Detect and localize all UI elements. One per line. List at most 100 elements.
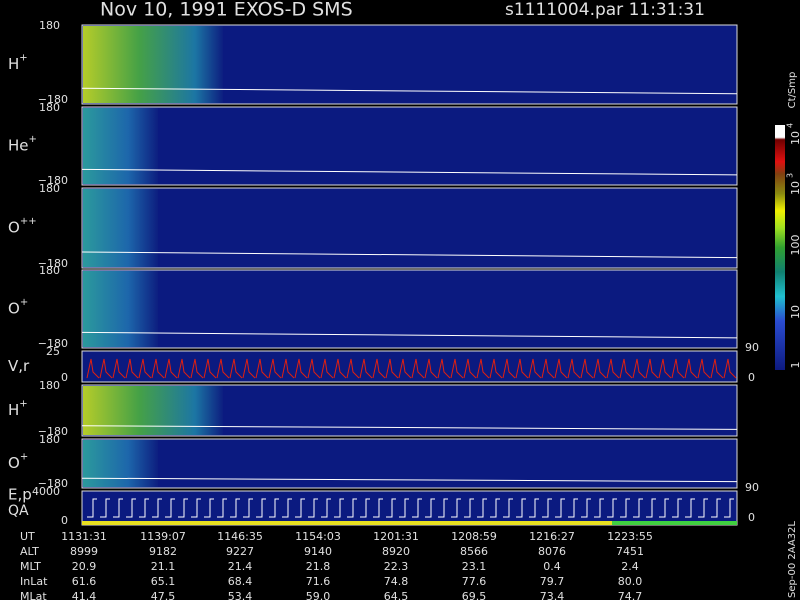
- panel-charge: +: [29, 134, 37, 145]
- cell: 23.1: [462, 560, 487, 573]
- row-label: MLat: [20, 590, 47, 600]
- axis-bottom: −180: [38, 257, 68, 270]
- row-label: ALT: [20, 545, 39, 558]
- cell: 47.5: [151, 590, 176, 600]
- right-axis: 90: [745, 341, 759, 354]
- cell: 64.5: [384, 590, 409, 600]
- panel-label: O: [8, 454, 20, 472]
- cell: 69.5: [462, 590, 487, 600]
- panel-label: H: [8, 401, 19, 419]
- cell: 2.4: [621, 560, 639, 573]
- panel-label: QA: [8, 503, 29, 519]
- cell: 61.6: [72, 575, 97, 588]
- trace: [81, 87, 738, 95]
- cell: 20.9: [72, 560, 97, 573]
- cell: 41.4: [72, 590, 97, 600]
- cell: 53.4: [228, 590, 253, 600]
- colorbar-label: 10: [789, 305, 800, 319]
- footer: Sep-00 2AA32L: [787, 521, 798, 598]
- trace: [81, 477, 738, 483]
- colorbar-label: 10: [789, 131, 800, 145]
- trace: [81, 251, 738, 259]
- cell: 59.0: [306, 590, 331, 600]
- axis-top: 180: [39, 433, 60, 446]
- axis-top: 180: [39, 379, 60, 392]
- panel-label: He: [8, 137, 29, 155]
- spectrum-region: [83, 271, 158, 347]
- cell: 1139:07: [140, 530, 186, 543]
- axis-bottom: −180: [38, 425, 68, 438]
- cell: 9227: [226, 545, 254, 558]
- panel: [81, 269, 738, 349]
- cell: 7451: [616, 545, 644, 558]
- colorbar-exp: 4: [786, 123, 795, 128]
- cell: 8920: [382, 545, 410, 558]
- axis-bottom: −180: [38, 477, 68, 490]
- cell: 21.1: [151, 560, 176, 573]
- cell: 74.8: [384, 575, 409, 588]
- axis-top: 180: [39, 101, 60, 114]
- panel-charge: ++: [20, 216, 37, 227]
- axis-top: 180: [39, 19, 60, 32]
- cell: 68.4: [228, 575, 253, 588]
- panel-label: O: [8, 300, 20, 318]
- panel-charge: +: [19, 53, 27, 64]
- cell: 21.4: [228, 560, 253, 573]
- panel-charge: +: [20, 452, 28, 463]
- spectrum-region: [83, 189, 158, 267]
- cell: 73.4: [540, 590, 565, 600]
- cell: 9140: [304, 545, 332, 558]
- axis-bottom: −180: [38, 337, 68, 350]
- axis-top: 180: [39, 264, 60, 277]
- row-label: InLat: [20, 575, 48, 588]
- trace: [81, 168, 738, 176]
- cell: 77.6: [462, 575, 487, 588]
- right-axis: 0: [748, 371, 755, 384]
- axis-bottom: 0: [61, 371, 68, 384]
- cell: 8566: [460, 545, 488, 558]
- right-axis: 0: [748, 511, 755, 524]
- cell: 1154:03: [295, 530, 341, 543]
- spectrum-region: [83, 108, 158, 184]
- cell: 21.8: [306, 560, 331, 573]
- velocity-trace: [86, 358, 737, 379]
- colorbar-label: 1: [789, 362, 800, 369]
- cell: 1201:31: [373, 530, 419, 543]
- cell: 22.3: [384, 560, 409, 573]
- qa-bar: [612, 521, 737, 525]
- panel-label: V,r: [8, 357, 30, 375]
- cell: 8076: [538, 545, 566, 558]
- file-label: s1111004.par 11:31:31: [505, 0, 705, 20]
- cell: 1131:31: [61, 530, 107, 543]
- qa-bar: [82, 521, 612, 525]
- cell: 9182: [149, 545, 177, 558]
- row-label: UT: [20, 530, 35, 543]
- right-axis: 90: [745, 481, 759, 494]
- panel-label: H: [8, 55, 19, 73]
- axis-bottom: −180: [38, 93, 68, 106]
- cell: 0.4: [543, 560, 561, 573]
- cell: 79.7: [540, 575, 565, 588]
- trace: [81, 331, 738, 339]
- panel-label: E,p: [8, 486, 32, 504]
- cell: 80.0: [618, 575, 643, 588]
- colorbar: [775, 125, 785, 370]
- energy-trace: [87, 498, 734, 518]
- axis-top: 25: [46, 345, 60, 358]
- cell: 1216:27: [529, 530, 575, 543]
- axis-bottom: −180: [38, 174, 68, 187]
- colorbar-exp: 3: [786, 173, 795, 178]
- panel: [81, 490, 738, 526]
- spectrum-region: [83, 440, 158, 487]
- cell: 74.7: [618, 590, 643, 600]
- row-label: MLT: [20, 560, 41, 573]
- colorbar-label: 100: [789, 235, 800, 256]
- colorbar-title: Ct/Smp: [787, 72, 798, 109]
- cell: 1223:55: [607, 530, 653, 543]
- colorbar-label: 10: [789, 181, 800, 195]
- spectrum-region: [83, 386, 223, 435]
- panel: [81, 187, 738, 269]
- spectrum-region: [83, 26, 223, 103]
- panel-label: O: [8, 219, 20, 237]
